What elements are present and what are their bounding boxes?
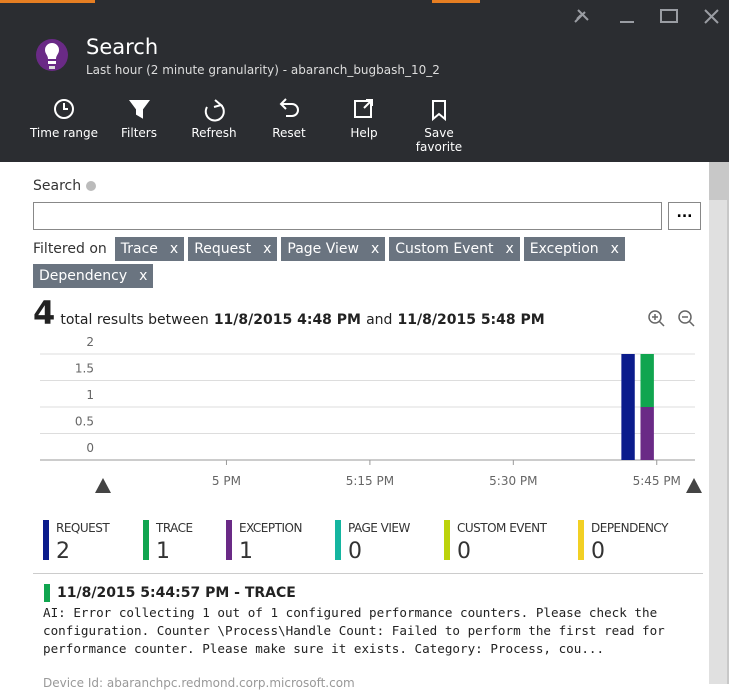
result-message: AI: Error collecting 1 out of 1 configur…: [43, 605, 665, 656]
filter-chip[interactable]: Request x: [188, 237, 278, 261]
start: 11/8/2015 4:48 PM: [213, 312, 361, 328]
chip-remove[interactable]: x: [505, 241, 514, 257]
chip-label: Request: [194, 241, 252, 257]
count: 4: [33, 294, 56, 332]
bar: [640, 354, 654, 407]
header: Search Last hour (2 minute granularity) …: [0, 0, 729, 162]
chip-label: Trace: [120, 241, 158, 257]
separator: [33, 573, 703, 574]
accent: [432, 0, 480, 3]
filter-chip[interactable]: Page View x: [281, 237, 386, 261]
legend-label: TRACE: [155, 521, 193, 535]
toolbar-button[interactable]: Save favorite: [415, 126, 463, 154]
toolbar-button[interactable]: Help: [350, 126, 378, 140]
toolbar-button[interactable]: Reset: [272, 126, 306, 140]
bar: [640, 407, 654, 460]
legend-total: 0: [457, 539, 471, 564]
result-device: Device Id: abaranchpc.redmond.corp.micro…: [43, 676, 355, 690]
chip-remove[interactable]: x: [610, 241, 619, 257]
x-tick-label: 5 PM: [212, 474, 241, 488]
title: Search: [86, 35, 159, 59]
chip-label: Custom Event: [395, 241, 494, 257]
chip-remove[interactable]: x: [169, 241, 179, 257]
filter-chip[interactable]: Exception x: [523, 237, 625, 261]
y-tick-label: 0: [86, 441, 94, 455]
subtitle: Last hour (2 minute granularity) - abara…: [86, 63, 440, 77]
legend-label: EXCEPTION: [239, 521, 302, 535]
filter-label: Filtered on: [33, 241, 107, 257]
range-handle: [686, 478, 702, 493]
legend-swatch: [43, 520, 49, 560]
scroll-thumb[interactable]: [709, 200, 727, 684]
y-tick-label: 1: [86, 388, 94, 402]
text: and: [366, 312, 393, 328]
filter-chip[interactable]: Custom Event x: [389, 237, 520, 261]
legend-total: 1: [239, 539, 253, 564]
end: 11/8/2015 5:48 PM: [397, 312, 545, 328]
chip-label: Dependency: [39, 268, 128, 284]
result-marker: [44, 584, 50, 602]
filter-chip[interactable]: Trace x: [114, 237, 185, 261]
search-input[interactable]: [33, 202, 662, 230]
legend-total: 1: [156, 539, 170, 564]
header-icons: [36, 9, 719, 122]
legend-swatch: [335, 520, 341, 560]
legend-total: 0: [348, 539, 362, 564]
summary: 4 total results between 11/8/2015 4:48 P…: [33, 294, 545, 332]
chart: 0 0.5 1 1.5 2 5 PM 5:15 PM 5:30 PM 5:45 PM REQUES…: [40, 335, 702, 564]
x-tick-label: 5:30 PM: [489, 474, 537, 488]
chip-remove[interactable]: x: [263, 241, 272, 257]
x-tick-label: 5:15 PM: [346, 474, 394, 488]
result-title: 11/8/2015 5:44:57 PM - TRACE: [57, 585, 296, 601]
legend-swatch: [444, 520, 450, 560]
y-tick-label: 2: [86, 335, 94, 349]
x-tick-label: 5:45 PM: [633, 474, 681, 488]
text: total results between: [60, 312, 209, 328]
legend-swatch: [226, 520, 232, 560]
search-label: Search: [33, 178, 96, 194]
legend-label: REQUEST: [56, 521, 110, 535]
toolbar-button[interactable]: Filters: [121, 126, 157, 140]
chip-label: Page View: [287, 241, 359, 257]
legend-swatch: [578, 520, 584, 560]
toolbar-button[interactable]: Refresh: [191, 126, 237, 140]
legend-label: CUSTOM EVENT: [457, 521, 548, 535]
range-handle: [95, 478, 111, 493]
toolbar-button[interactable]: Time range: [29, 126, 99, 140]
legend-label: PAGE VIEW: [348, 521, 410, 535]
filters: Filtered on Trace x Request x Page View x Cust…: [33, 237, 673, 288]
y-tick-label: 0.5: [75, 415, 94, 429]
y-tick-label: 1.5: [75, 362, 94, 376]
legend-swatch: [143, 520, 149, 560]
label: Search: [33, 178, 82, 194]
chip-remove[interactable]: x: [370, 241, 380, 257]
more-button[interactable]: ...: [668, 202, 701, 230]
bar: [621, 354, 635, 460]
chip-label: Exception: [529, 241, 599, 257]
accent: [0, 0, 95, 3]
legend-label: DEPENDENCY: [591, 521, 669, 535]
zoom-buttons[interactable]: [645, 308, 705, 330]
filter-chip[interactable]: Dependency x: [33, 264, 154, 288]
legend-total: 0: [591, 539, 605, 564]
chip-remove[interactable]: x: [139, 268, 148, 284]
legend-total: 2: [56, 539, 70, 564]
